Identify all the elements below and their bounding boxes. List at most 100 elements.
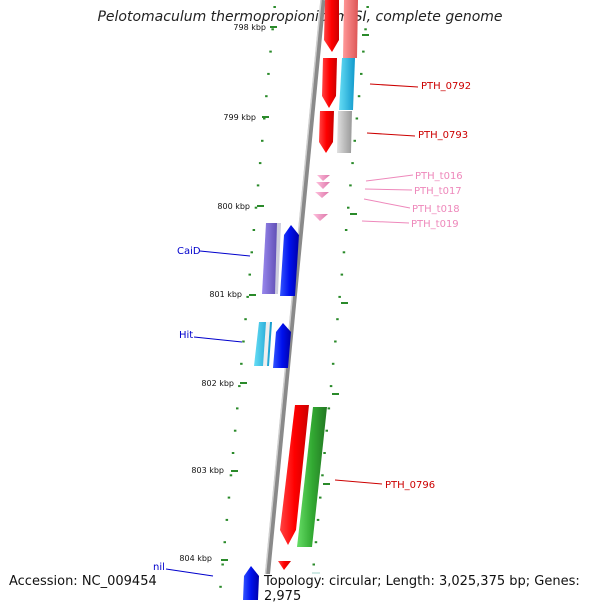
tick-dot [331,362,335,365]
tick-dot [338,295,341,298]
gene-arrow [339,58,355,110]
tick-label-803: 803 kbp [191,466,224,475]
genome-backbone [262,0,326,600]
tick-dot [252,229,256,231]
gene-arrow [273,323,291,368]
gene-arrow [322,58,337,108]
gene-label-nil[interactable]: nil [153,562,165,573]
tick-dot [319,496,322,499]
gene-features-0796 [278,405,327,570]
gene-arrow [337,111,352,153]
gene-label-ptht019[interactable]: PTH_t019 [411,219,459,230]
gene-label-pth0796[interactable]: PTH_0796 [385,480,435,491]
tick-mark [350,213,357,215]
tick-label-800: 800 kbp [217,202,250,211]
tick-dot [347,206,350,209]
tick-dot [314,541,318,544]
tick-mark [341,302,348,304]
tick-dot [349,184,352,187]
gene-features-caid [262,223,299,296]
tick-dot [227,496,231,499]
gene-label-ptht018[interactable]: PTH_t018 [412,204,460,215]
tick-label-801: 801 kbp [209,290,242,299]
tick-dot [355,117,359,120]
left-tick-track [219,6,276,588]
kbp-ticks: 798 kbp 799 kbp 800 kbp 801 kbp 802 kbp … [179,23,369,563]
right-tick-track [310,6,369,588]
tick-dot [221,563,224,566]
tick-dot [233,429,237,432]
gene-label-ptht016[interactable]: PTH_t016 [415,171,463,182]
topology-text: Topology: circular; Length: 3,025,375 bp… [262,574,600,604]
tick-dot [229,474,233,477]
gene-arrow [280,225,299,296]
gene-label-pth0793[interactable]: PTH_0793 [418,130,468,141]
tick-dot [246,295,249,298]
tick-dot [344,229,348,231]
tick-mark [323,483,330,485]
tick-dot [269,50,272,53]
tick-mark [332,393,339,395]
tick-dot [316,518,320,521]
trna-arrow-t017 [316,182,330,189]
tick-dot [242,340,245,343]
tick-dot [273,6,276,8]
accession-text: Accession: NC_009454 [9,574,157,589]
tick-dot [323,452,326,454]
gene-features-hit [254,322,291,368]
gene-arrow [280,405,309,545]
tick-mark [231,470,238,472]
tick-dot [256,184,260,187]
trna-arrow-t016 [317,175,330,181]
tick-dot [360,72,363,75]
tick-dot [265,95,268,98]
gene-arrow [297,407,327,547]
tick-dot [219,585,222,588]
tick-label-798: 798 kbp [233,23,266,32]
tick-dot [340,273,344,276]
tick-label-802: 802 kbp [201,379,234,388]
trna-arrow-t018 [315,192,329,198]
gene-arrow [278,561,291,570]
tick-dot [327,407,331,410]
gene-label-caid[interactable]: CaiD [177,246,201,257]
tick-dot [353,139,356,142]
tick-mark [262,116,269,118]
tick-mark [270,26,277,28]
gene-arrow [324,0,339,52]
tick-dot [362,50,365,53]
tick-mark [362,34,369,36]
gene-arrow-nil [243,566,259,600]
tick-dot [351,162,354,165]
tick-dot [244,318,247,321]
tick-label-804: 804 kbp [179,554,212,563]
tick-dot [336,318,339,321]
gene-features-top [319,0,358,153]
tick-dot [271,28,274,31]
trna-arrow-t019 [313,214,328,221]
gene-arrow [319,111,334,153]
gene-label-hit[interactable]: Hit [179,330,193,341]
tick-dot [321,474,324,477]
gene-arrow [275,223,281,294]
map-title: Pelotomaculum thermopropionicum SI, comp… [97,9,503,25]
tick-dot [225,518,229,521]
tick-dot [223,541,226,544]
gene-labels: PTH_0792 PTH_0793 PTH_t016 PTH_t017 PTH_… [153,81,471,577]
gene-arrow [263,322,270,366]
gene-arrow [343,0,358,58]
tick-dot [357,95,361,98]
tick-mark [249,294,256,296]
tick-dot [334,340,337,343]
tick-mark [257,205,264,207]
gene-label-ptht017[interactable]: PTH_t017 [414,186,462,197]
tick-dot [364,28,367,31]
tick-dot [329,385,333,388]
tick-dot [254,206,258,209]
trna-features [313,175,330,221]
tick-mark [240,382,247,384]
gene-label-pth0792[interactable]: PTH_0792 [421,81,471,92]
tick-dot [236,407,239,410]
tick-dot [342,251,346,254]
